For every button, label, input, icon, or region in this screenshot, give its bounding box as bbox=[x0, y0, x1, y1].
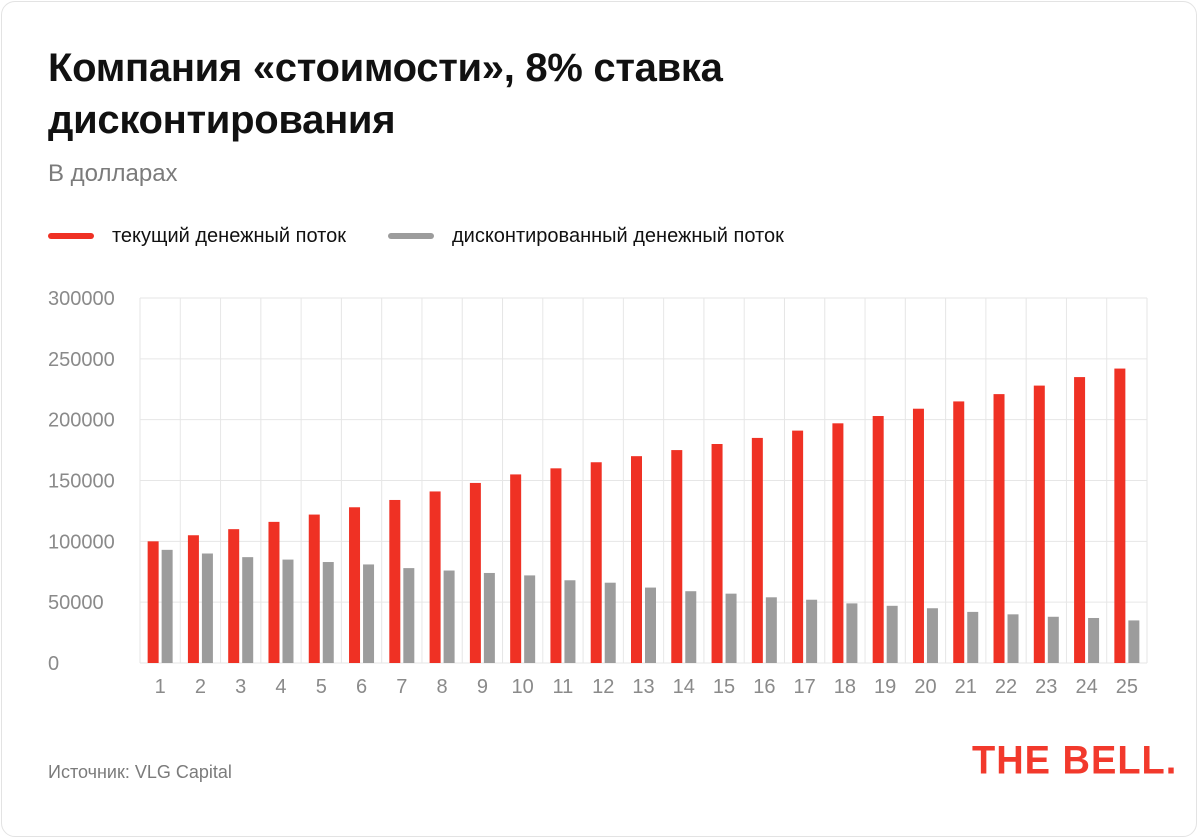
bar-discounted bbox=[1047, 616, 1059, 663]
x-tick-label: 9 bbox=[477, 676, 488, 698]
bar-discounted bbox=[483, 572, 495, 663]
bar-discounted bbox=[926, 608, 938, 663]
bar-discounted bbox=[363, 564, 375, 663]
y-tick-label: 200000 bbox=[48, 410, 115, 432]
bar-discounted bbox=[161, 549, 173, 663]
bar-current bbox=[469, 482, 481, 663]
bar-discounted bbox=[524, 575, 536, 663]
x-tick-label: 20 bbox=[914, 676, 936, 698]
bar-discounted bbox=[282, 559, 294, 663]
bar-current bbox=[550, 468, 562, 663]
bar-current bbox=[308, 514, 320, 663]
bar-current bbox=[751, 437, 763, 663]
y-tick-label: 0 bbox=[48, 653, 59, 675]
bar-current bbox=[792, 430, 804, 663]
legend: текущий денежный поток дисконтированный … bbox=[48, 222, 826, 250]
bar-discounted bbox=[725, 593, 737, 663]
bar-current bbox=[993, 394, 1005, 663]
bar-discounted bbox=[846, 603, 858, 663]
x-tick-label: 11 bbox=[553, 676, 574, 698]
chart-subtitle: В долларах bbox=[48, 160, 178, 187]
x-tick-label: 19 bbox=[874, 676, 896, 698]
bar-current bbox=[228, 529, 240, 663]
x-tick-label: 17 bbox=[793, 676, 815, 698]
bar-discounted bbox=[1128, 620, 1140, 663]
bar-current bbox=[590, 462, 602, 663]
x-tick-label: 23 bbox=[1035, 676, 1057, 698]
x-tick-label: 4 bbox=[275, 676, 286, 698]
x-tick-label: 21 bbox=[955, 676, 977, 698]
x-tick-label: 25 bbox=[1116, 676, 1138, 698]
bar-discounted bbox=[242, 557, 254, 663]
bar-discounted bbox=[685, 591, 697, 663]
bar-current bbox=[1074, 377, 1086, 663]
bar-current bbox=[711, 444, 723, 663]
bar-discounted bbox=[564, 580, 576, 663]
bar-current bbox=[429, 491, 441, 663]
bar-discounted bbox=[1007, 614, 1019, 663]
chart-title: Компания «стоимости», 8% ставка дисконти… bbox=[48, 46, 723, 142]
x-tick-label: 8 bbox=[437, 676, 448, 698]
bar-current bbox=[832, 423, 844, 663]
legend-swatch-discounted bbox=[387, 233, 434, 239]
legend-item-current: текущий денежный поток bbox=[48, 225, 346, 248]
x-tick-label: 7 bbox=[396, 676, 407, 698]
bar-current bbox=[147, 541, 159, 663]
bar-current bbox=[349, 507, 361, 663]
bar-discounted bbox=[806, 599, 818, 663]
bar-current bbox=[953, 401, 965, 663]
bar-current bbox=[187, 535, 199, 663]
x-tick-label: 2 bbox=[195, 676, 206, 698]
bar-discounted bbox=[886, 605, 898, 663]
bar-current bbox=[872, 416, 884, 663]
bar-discounted bbox=[967, 611, 979, 663]
x-tick-label: 15 bbox=[713, 676, 735, 698]
bar-discounted bbox=[765, 597, 777, 663]
x-tick-label: 6 bbox=[356, 676, 367, 698]
x-tick-label: 1 bbox=[155, 676, 166, 698]
bar-current bbox=[510, 474, 522, 663]
x-tick-label: 16 bbox=[753, 676, 775, 698]
the-bell-logo: THE BELL. bbox=[972, 738, 1178, 784]
bar-current bbox=[671, 450, 683, 663]
y-tick-label: 100000 bbox=[48, 531, 115, 553]
bar-discounted bbox=[403, 568, 415, 663]
legend-label-current: текущий денежный поток bbox=[112, 224, 346, 247]
bar-current bbox=[912, 408, 924, 663]
x-tick-label: 14 bbox=[673, 676, 695, 698]
x-tick-label: 13 bbox=[632, 676, 654, 698]
bar-current bbox=[268, 521, 280, 663]
x-tick-label: 3 bbox=[235, 676, 246, 698]
bar-discounted bbox=[443, 570, 455, 663]
bar-current bbox=[631, 456, 642, 663]
y-tick-label: 150000 bbox=[48, 471, 115, 493]
y-tick-label: 50000 bbox=[48, 592, 104, 614]
bar-discounted bbox=[201, 553, 213, 663]
x-tick-label: 5 bbox=[316, 676, 327, 698]
source-note: Источник: VLG Capital bbox=[48, 762, 232, 782]
legend-swatch-current bbox=[48, 233, 94, 239]
bar-discounted bbox=[645, 587, 656, 663]
y-tick-label: 300000 bbox=[48, 288, 115, 310]
bar-current bbox=[1114, 368, 1126, 663]
x-tick-label: 24 bbox=[1075, 676, 1097, 698]
bar-discounted bbox=[322, 562, 334, 663]
legend-item-discounted: дисконтированный денежный поток bbox=[387, 224, 784, 248]
x-tick-label: 12 bbox=[592, 676, 614, 698]
y-tick-label: 250000 bbox=[48, 349, 115, 371]
legend-label-discounted: дисконтированный денежный поток bbox=[451, 224, 784, 247]
x-tick-label: 22 bbox=[995, 676, 1017, 698]
x-tick-label: 18 bbox=[834, 676, 856, 698]
bar-current bbox=[389, 499, 401, 663]
bar-discounted bbox=[1088, 617, 1100, 663]
bar-current bbox=[1033, 385, 1045, 663]
bar-discounted bbox=[604, 582, 616, 663]
x-tick-label: 10 bbox=[512, 676, 534, 698]
